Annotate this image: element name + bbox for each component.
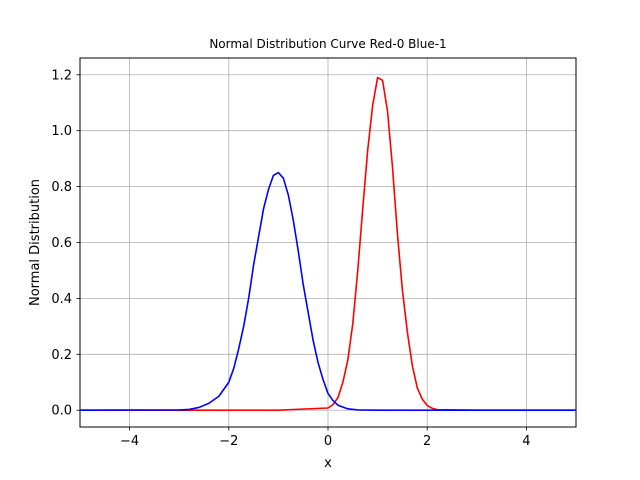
series-line	[80, 76, 576, 412]
ticks: −4 −2 0 2 4 0.0 0.2 0.4 0.6 0.8 1.0 1.2	[51, 68, 530, 449]
x-tick-label: 4	[522, 434, 530, 449]
x-tick-label: 2	[423, 434, 431, 449]
series-group	[79, 76, 576, 412]
y-tick-label: 0.2	[51, 348, 72, 363]
y-tick-label: 1.2	[51, 68, 72, 83]
y-tick-label: 0.4	[51, 292, 72, 307]
chart-title: Normal Distribution Curve Red-0 Blue-1	[209, 37, 446, 51]
x-tick-label: −2	[219, 434, 238, 449]
y-tick-label: 0.0	[51, 404, 72, 419]
y-tick-label: 1.0	[51, 124, 72, 139]
x-tick-label: −4	[120, 434, 139, 449]
y-axis-label: Normal Distribution	[28, 179, 43, 306]
x-tick-label: 0	[324, 434, 332, 449]
x-axis-label: x	[324, 456, 332, 471]
y-tick-label: 0.8	[51, 180, 72, 195]
y-tick-label: 0.6	[51, 236, 72, 251]
grid	[80, 58, 576, 427]
series-line	[79, 171, 576, 412]
